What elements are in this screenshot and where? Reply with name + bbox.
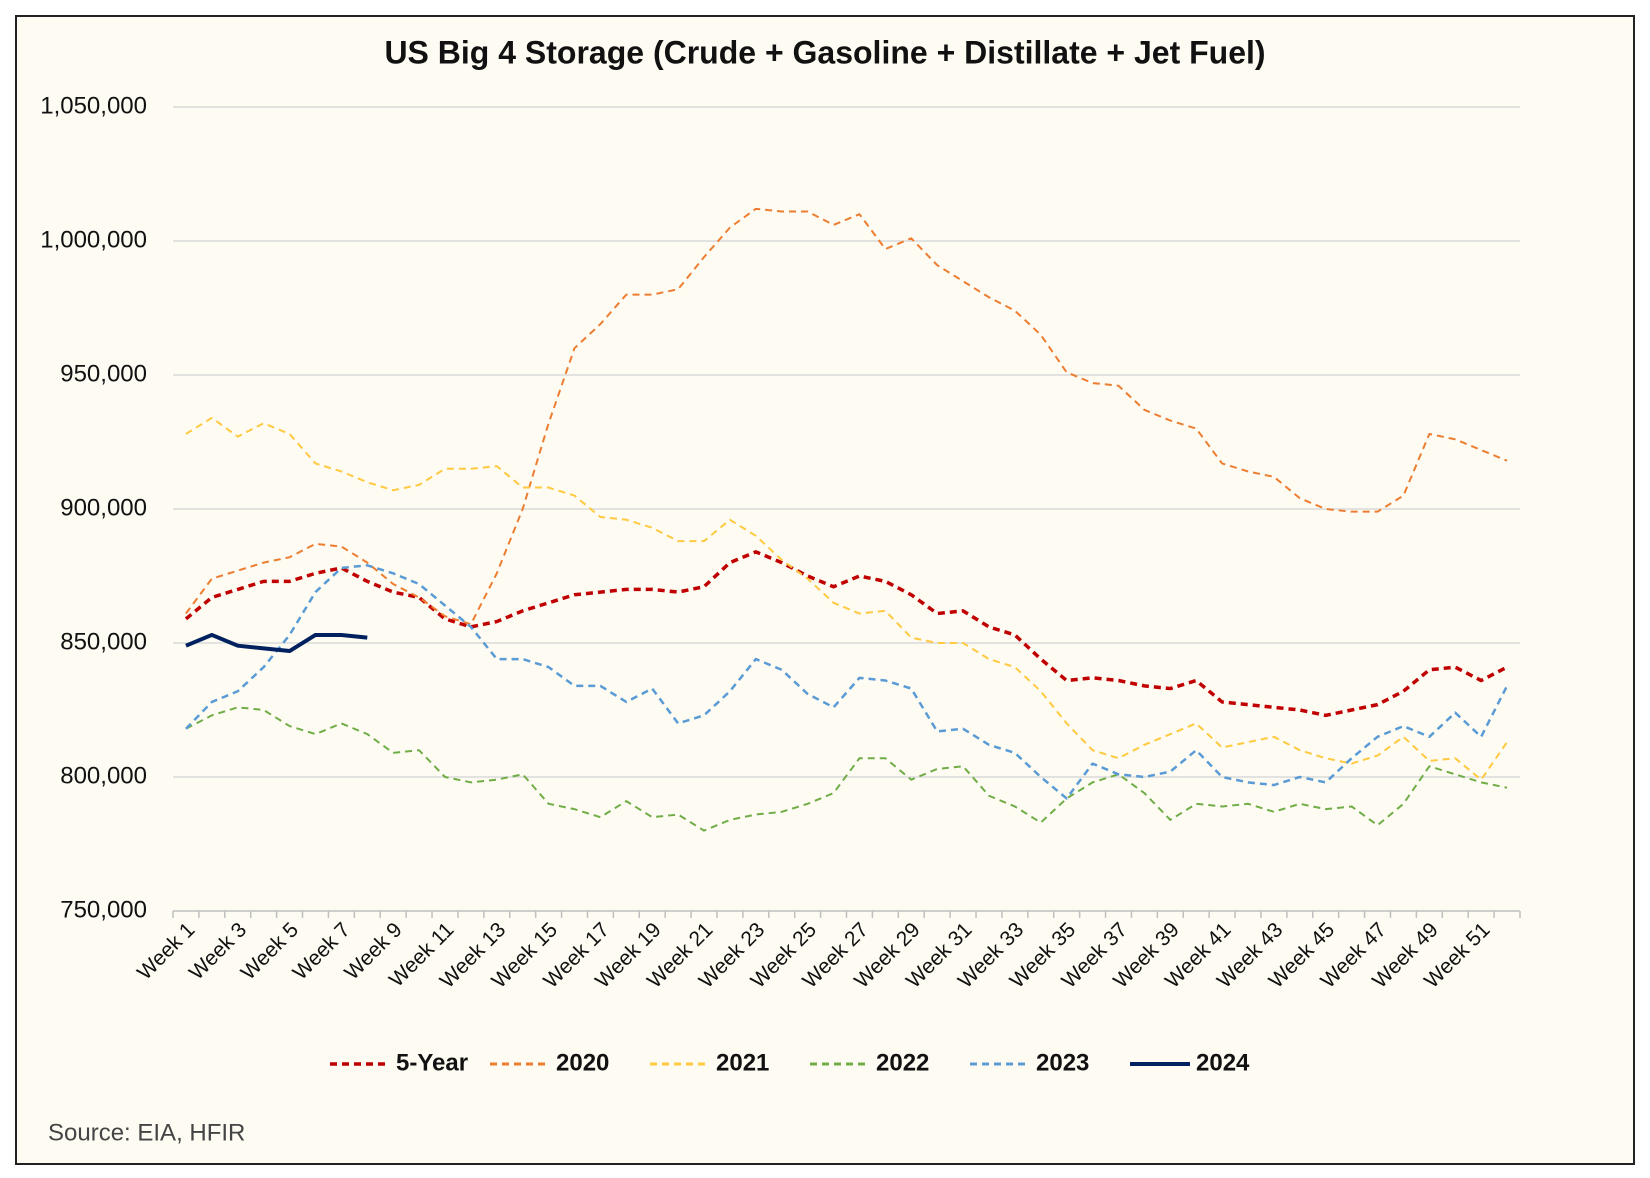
chart-frame <box>15 15 1635 1165</box>
y-tick-label: 1,000,000 <box>40 226 147 253</box>
y-tick-label: 900,000 <box>60 494 147 521</box>
y-tick-label: 850,000 <box>60 628 147 655</box>
source-note: Source: EIA, HFIR <box>48 1119 245 1146</box>
legend-label: 2021 <box>716 1049 769 1076</box>
series-line <box>185 564 1509 800</box>
y-tick-label: 950,000 <box>60 360 147 387</box>
legend-label: 2024 <box>1196 1049 1250 1076</box>
y-tick-label: 750,000 <box>60 896 147 923</box>
series-line <box>185 706 1508 832</box>
legend-label: 2020 <box>556 1049 609 1076</box>
chart-title: US Big 4 Storage (Crude + Gasoline + Dis… <box>384 34 1265 70</box>
legend-label: 2022 <box>876 1049 929 1076</box>
series-line <box>185 632 368 654</box>
series-line <box>185 207 1508 626</box>
y-tick-label: 1,050,000 <box>40 92 147 119</box>
legend-label: 2023 <box>1036 1049 1089 1076</box>
series-line <box>184 550 1508 718</box>
legend-label: 5-Year <box>396 1049 468 1076</box>
y-tick-label: 800,000 <box>60 762 147 789</box>
series-line <box>185 416 1508 781</box>
